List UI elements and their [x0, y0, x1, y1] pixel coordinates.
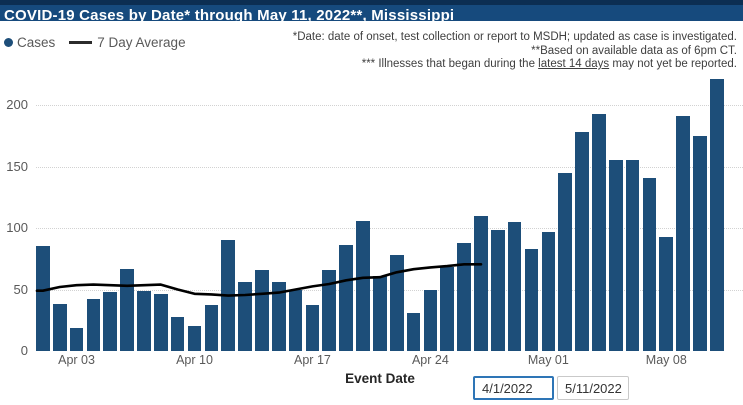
bar-apr-12[interactable] [221, 240, 236, 351]
bar-may-09[interactable] [676, 116, 690, 351]
start-date-input[interactable] [473, 376, 554, 400]
cases-dot-icon [4, 37, 13, 47]
footnote-reporting-lag: *** Illnesses that began during the late… [361, 58, 737, 70]
bar-apr-20[interactable] [356, 220, 370, 351]
bar-apr-03[interactable] [69, 327, 84, 351]
report-title-bar: COVID-19 Cases by Date* through May 11, … [0, 0, 743, 24]
bar-may-06[interactable] [625, 160, 640, 351]
bar-may-01[interactable] [541, 231, 556, 351]
bar-apr-05[interactable] [103, 291, 118, 351]
y-tick-label-0: 0 [20, 343, 28, 358]
gridline-y-200 [36, 105, 743, 106]
bar-apr-17[interactable] [305, 305, 320, 351]
gridline-y-100 [36, 228, 743, 229]
bar-apr-08[interactable] [153, 294, 168, 351]
bar-apr-04[interactable] [86, 299, 101, 351]
footnote-date-definition: *Date: date of onset, test collection or… [292, 31, 737, 43]
footnotes: *Date: date of onset, test collection or… [293, 31, 737, 72]
x-tick-label-may-08: May 08 [645, 353, 687, 367]
bar-apr-13[interactable] [238, 282, 252, 351]
bar-may-03[interactable] [575, 132, 589, 351]
bar-apr-06[interactable] [120, 268, 134, 351]
y-tick-label-200: 200 [6, 97, 28, 112]
bar-apr-30[interactable] [524, 248, 539, 351]
end-date-input[interactable] [557, 376, 629, 400]
bar-apr-28[interactable] [490, 230, 505, 351]
legend-average-label: 7 Day Average [97, 34, 186, 50]
footnote-data-as-of: **Based on available data as of 6pm CT. [531, 44, 737, 57]
gridline-y-150 [36, 166, 743, 168]
y-tick-label-50: 50 [13, 281, 28, 297]
bar-apr-23[interactable] [406, 312, 421, 351]
bar-may-11[interactable] [710, 79, 724, 351]
bar-may-04[interactable] [592, 113, 606, 351]
chart-legend: Cases 7 Day Average [4, 33, 186, 51]
bar-apr-01[interactable] [36, 246, 50, 351]
bar-apr-14[interactable] [255, 269, 269, 351]
x-tick-label-apr-17: Apr 17 [294, 353, 331, 367]
bar-apr-16[interactable] [288, 289, 303, 351]
bar-may-07[interactable] [642, 177, 657, 351]
bar-apr-19[interactable] [339, 245, 353, 351]
bar-apr-15[interactable] [271, 282, 286, 351]
avg-line-icon [69, 40, 93, 44]
bar-apr-25[interactable] [440, 267, 455, 351]
x-tick-label-may-01: May 01 [527, 353, 569, 367]
x-tick-label-apr-10: Apr 10 [176, 353, 213, 367]
bar-apr-24[interactable] [423, 289, 438, 351]
x-tick-label-apr-24: Apr 24 [411, 353, 449, 367]
x-tick-label-apr-03: Apr 03 [58, 353, 95, 367]
bar-apr-02[interactable] [52, 304, 67, 351]
y-tick-label-100: 100 [6, 220, 28, 235]
bar-apr-29[interactable] [507, 221, 522, 351]
bar-apr-21[interactable] [373, 275, 387, 351]
bar-may-05[interactable] [608, 160, 623, 351]
report-title: COVID-19 Cases by Date* through May 11, … [4, 7, 455, 24]
x-axis-title: Event Date [345, 371, 415, 386]
bar-apr-10[interactable] [187, 326, 202, 351]
bar-apr-22[interactable] [389, 255, 404, 351]
bar-apr-09[interactable] [170, 316, 185, 351]
y-tick-label-150: 150 [6, 158, 28, 174]
bar-may-10[interactable] [693, 135, 707, 351]
bar-apr-11[interactable] [204, 305, 219, 351]
bar-apr-27[interactable] [474, 215, 488, 351]
bar-apr-07[interactable] [137, 290, 151, 351]
bar-apr-26[interactable] [457, 242, 471, 351]
bar-may-08[interactable] [659, 236, 674, 351]
bar-apr-18[interactable] [322, 269, 337, 351]
legend-cases-label: Cases [17, 34, 56, 50]
bar-may-02[interactable] [558, 172, 573, 351]
